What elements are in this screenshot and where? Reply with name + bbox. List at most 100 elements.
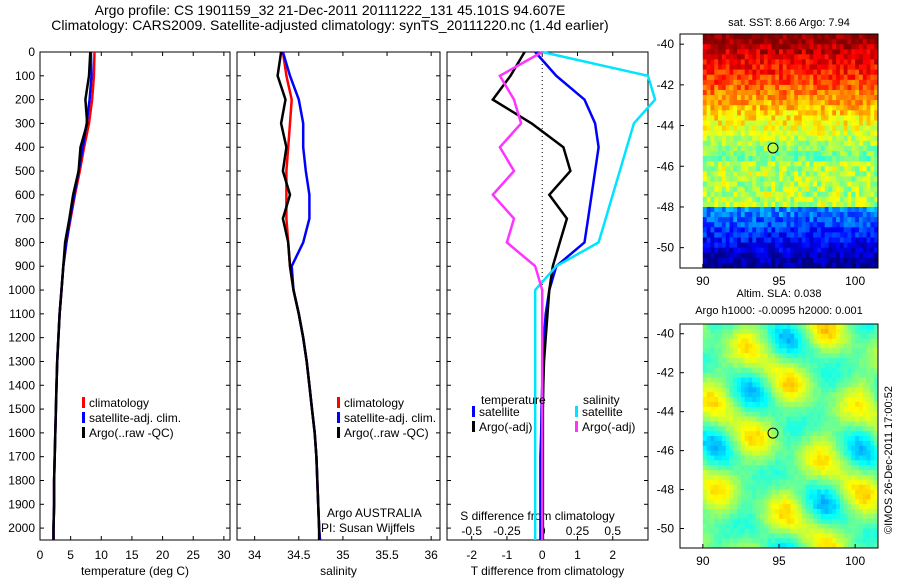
sst_map-cell	[874, 69, 879, 76]
sst_map-cell	[702, 212, 707, 218]
sla_map-cell	[794, 479, 799, 486]
sst_map-cell	[718, 59, 723, 65]
sst_map-cell	[767, 100, 772, 106]
sla_map-cell	[786, 411, 791, 417]
sla_map-cell	[859, 484, 864, 490]
sst_map-cell	[763, 156, 768, 162]
sla_map-cell	[820, 465, 826, 471]
depth-tick-label: 600	[15, 188, 35, 202]
sla_map-cell	[725, 509, 730, 515]
sst_map-cell	[836, 120, 841, 126]
sla_map-cell	[779, 338, 784, 344]
sst_map-cell	[839, 156, 845, 162]
sla_map-cell	[836, 324, 841, 330]
sst_map-cell	[862, 64, 867, 70]
sla_map-cell	[721, 397, 727, 403]
sla_map-cell	[855, 513, 860, 520]
sst_map-cell	[748, 252, 753, 259]
sst_map-cell	[859, 44, 864, 50]
sla_map-cell	[714, 431, 719, 437]
sst_map-cell	[798, 237, 803, 243]
sla_map-cell	[851, 348, 856, 354]
sst_map-cell	[855, 59, 860, 65]
sla_map-cell	[702, 377, 707, 383]
sst_map-cell	[706, 196, 711, 203]
sst_map-cell	[729, 237, 734, 243]
sla_map-cell	[794, 431, 799, 437]
sst_map-cell	[752, 135, 757, 142]
sla_map-cell	[851, 494, 856, 500]
sst_map-cell	[794, 247, 799, 254]
sst_map-cell	[794, 186, 799, 193]
sla_map-cell	[752, 353, 757, 359]
sst_map-cell	[737, 59, 742, 65]
sst_map-cell	[843, 64, 848, 70]
sst_map-cell	[725, 140, 730, 147]
sla_map-cell	[740, 348, 746, 354]
sla_map-cell	[714, 377, 719, 383]
sst_map-cell	[801, 237, 806, 243]
sla_map-cell	[721, 406, 727, 413]
sst_map-cell	[839, 125, 845, 132]
sst_map-cell	[714, 74, 719, 81]
sla_map-cell	[782, 431, 787, 437]
sla_map-cell	[706, 367, 711, 374]
sla_map-cell	[847, 440, 852, 447]
sst_map-cell	[779, 257, 784, 264]
sst_map-cell	[874, 227, 879, 233]
sla_map-cell	[721, 470, 727, 476]
sla_map-cell	[851, 460, 856, 466]
sst_map-cell	[756, 120, 761, 126]
sla_map-cell	[733, 382, 738, 388]
sst_map-cell	[706, 49, 711, 55]
sst_map-cell	[801, 181, 806, 187]
sst_map-cell	[729, 64, 734, 70]
sla_map-cell	[729, 494, 734, 500]
sla_map-cell	[855, 431, 860, 437]
sla_map-cell	[832, 460, 837, 466]
sla_map-cell	[820, 489, 826, 495]
sst_map-cell	[817, 120, 822, 126]
sst_map-cell	[851, 257, 856, 264]
sla_map-cell	[809, 499, 814, 505]
sla_map-cell	[851, 475, 856, 481]
sla_map-cell	[740, 411, 746, 417]
sst_map-cell	[832, 49, 837, 55]
sst_map-cell	[786, 34, 791, 40]
sla_map-cell	[820, 484, 826, 490]
sla_map-cell	[824, 421, 829, 427]
sla_map-cell	[824, 445, 829, 451]
sst_map-cell	[855, 90, 860, 96]
sst_map-cell	[748, 125, 753, 132]
sla_map-cell	[779, 328, 784, 335]
sst_map-cell	[760, 186, 765, 193]
sla_map-cell	[798, 426, 803, 432]
sla_map-cell	[828, 460, 833, 466]
sst_map-cell	[718, 217, 723, 223]
sst_map-cell	[874, 34, 879, 40]
sst_map-cell	[721, 186, 727, 193]
sst_map-cell	[870, 125, 875, 132]
sst_map-cell	[794, 74, 799, 81]
sst_map-cell	[874, 161, 879, 167]
sla_map-cell	[866, 416, 871, 422]
sla_map-cell	[824, 338, 829, 344]
sst_map-cell	[866, 140, 871, 147]
sla_map-cell	[843, 431, 848, 437]
sla_map-cell	[786, 431, 791, 437]
sst_map-cell	[706, 140, 711, 147]
sst_map-cell	[767, 247, 772, 254]
sst_map-cell	[832, 84, 837, 91]
sla_map-cell	[729, 489, 734, 495]
sst_map-cell	[763, 252, 768, 259]
sla_map-cell	[809, 382, 814, 388]
sla_map-cell	[870, 475, 875, 481]
sla_map-cell	[752, 343, 757, 349]
sst_map-cell	[756, 227, 761, 233]
sst_map-cell	[813, 44, 818, 50]
sla_map-cell	[710, 363, 715, 369]
sst_map-cell	[760, 64, 765, 70]
sla_map-cell	[847, 538, 852, 544]
sla_map-cell	[862, 348, 867, 354]
sst_map-cell	[725, 69, 730, 76]
